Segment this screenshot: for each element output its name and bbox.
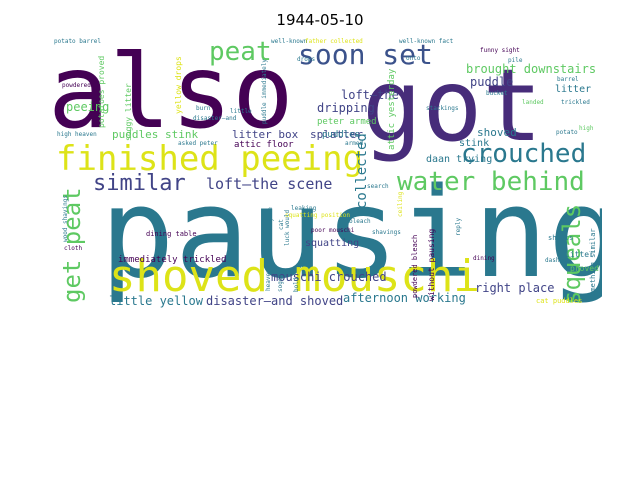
cloud-word: yellow drops [174, 56, 183, 114]
cloud-word: father collected [305, 38, 363, 45]
cloud-word: afternoon working [343, 291, 466, 305]
cloud-word: crouched [461, 139, 586, 169]
cloud-word: litter box [232, 128, 299, 141]
cloud-word: luck would [284, 209, 291, 246]
cloud-word: also [48, 34, 294, 152]
cloud-word: trickled [561, 99, 590, 106]
cloud-word: litter [555, 84, 591, 95]
cloud-word: immediately trickled [118, 255, 226, 265]
cloud-word: soggy litter [124, 83, 133, 141]
cloud-word: shoved mouschi [109, 251, 480, 302]
cloud-word: stink [459, 138, 489, 149]
cloud-word: burn [196, 105, 211, 112]
cloud-word: water behind [397, 167, 585, 197]
cloud-word: brought downstairs [466, 62, 596, 76]
cloud-word: disaster—and shoved [206, 294, 343, 308]
cloud-word: barrel [557, 76, 579, 83]
cloud-word: stackings [426, 105, 459, 112]
cloud-word: powdered bleach [411, 235, 419, 298]
cloud-word: soon set [298, 38, 433, 71]
cloud-word: poor mouschi [311, 227, 355, 234]
cloud-word: powdered [62, 82, 91, 89]
cloud-word: bold [293, 277, 300, 292]
cloud-word: search [367, 183, 389, 190]
cloud-word: disaster—and [193, 115, 237, 122]
cloud-word: drops [297, 56, 315, 63]
cloud-word: armed [345, 140, 363, 147]
cloud-word: leaking [291, 205, 317, 212]
cloud-word: dashed [545, 257, 567, 264]
cloud-word: squeals [558, 204, 586, 305]
cloud-word: heaven [265, 269, 272, 291]
cloud-word: got [362, 47, 543, 164]
cloud-word: high [579, 125, 594, 132]
cloud-word: dining table [146, 230, 197, 238]
cloud-word: similar [93, 171, 186, 196]
cloud-word: well-known [271, 38, 308, 45]
cloud-word: dripping [317, 101, 375, 115]
cloud-word: cloth [64, 245, 82, 252]
cloud-word: wood shavings [62, 195, 69, 242]
cloud-word: high heaven [57, 131, 97, 138]
cloud-word: puddle immediately [261, 59, 268, 124]
cloud-word: asked peter [178, 140, 218, 147]
cloud-word: funny sight [480, 47, 520, 54]
cloud-word: shouts [548, 234, 573, 242]
cloud-word: collected [354, 133, 370, 209]
cloud-word: proved [570, 264, 599, 273]
cloud-word: everyone [267, 207, 274, 236]
cloud-word: loft—the [341, 88, 399, 102]
cloud-word: right place [475, 281, 554, 295]
cloud-word: onto [406, 55, 421, 62]
cloud-word: daan trying [426, 154, 492, 165]
cloud-word: pausing [100, 162, 602, 306]
cloud-word: shoved [477, 126, 517, 139]
cloud-word: get peat [58, 187, 86, 303]
cloud-word: ceiling [397, 191, 404, 217]
cloud-word: without pausing [427, 229, 436, 301]
cloud-word: puddles stink [112, 128, 198, 141]
cloud-word: puddles [322, 130, 360, 140]
cloud-word: cat puddles [536, 297, 582, 305]
cloud-word: attic floor [234, 140, 294, 150]
cloud-word: squatting position [285, 212, 350, 219]
cloud-word: something similar [589, 228, 597, 300]
cloud-word: mouschi crouched [271, 270, 387, 284]
cloud-word: potato barrel [54, 38, 101, 45]
cloud-word: potatoes proved [97, 56, 106, 128]
cloud-word: dining [473, 255, 495, 262]
cloud-word: squatting [305, 238, 359, 249]
cloud-word: reply [455, 218, 462, 236]
cloud-word: peter armed [317, 117, 377, 127]
cloud-word: peeing [66, 100, 109, 114]
cloud-word: pile [508, 57, 523, 64]
cloud-word: little yellow [109, 294, 204, 308]
cloud-word: potato [556, 129, 578, 136]
cloud-word: finished peeing [56, 139, 363, 179]
page-title: 1944-05-10 [276, 11, 364, 29]
cloud-word: landed [522, 99, 544, 106]
cloud-word: shavings [372, 229, 401, 236]
cloud-word: bucket [486, 90, 508, 97]
cloud-word: attic yesterday [387, 68, 397, 150]
cloud-word: loft—the scene [206, 175, 332, 193]
cloud-word: splatter [310, 128, 363, 141]
cloud-word: soggy [277, 274, 284, 292]
cloud-word: peat [209, 37, 272, 67]
cloud-word: cat [278, 219, 285, 230]
cloud-word: little [230, 108, 252, 115]
cloud-word: bleach [349, 218, 371, 225]
cloud-word: puddle [470, 75, 513, 89]
cloud-word: litter [565, 250, 594, 259]
cloud-word: well-known fact [399, 38, 454, 45]
